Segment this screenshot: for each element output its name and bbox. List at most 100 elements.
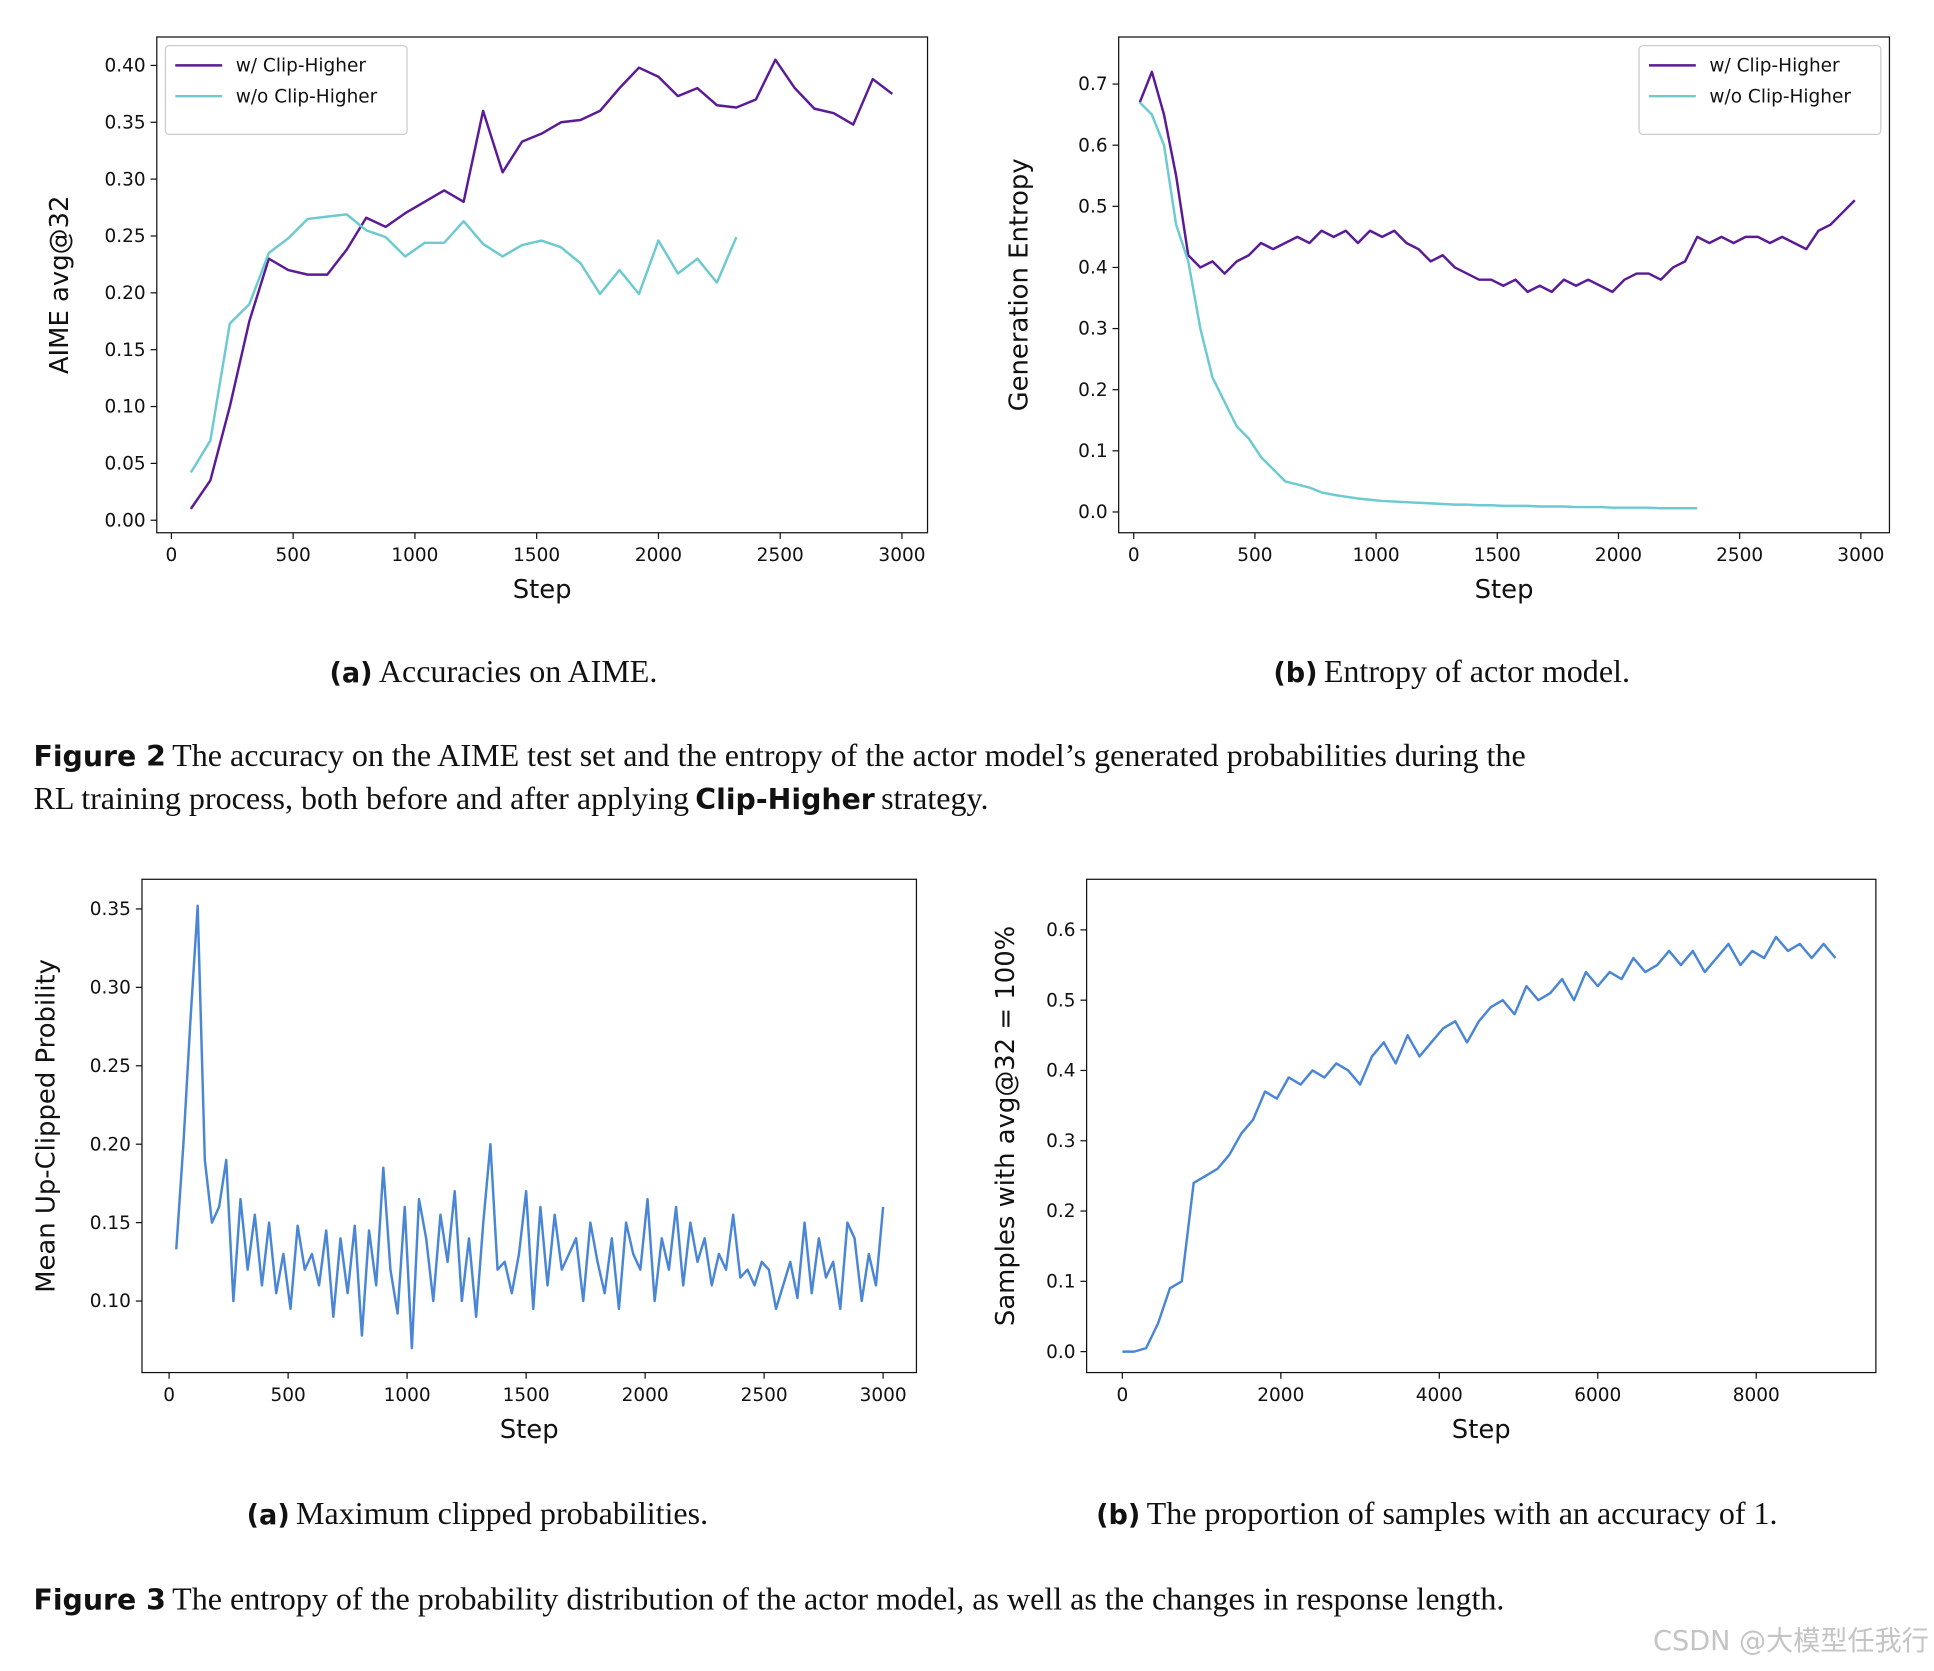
y-tick-label: 0.6 [1046,920,1075,941]
subcaption-text: The proportion of samples with an accura… [1147,1495,1778,1531]
legend-label: w/o Clip-Higher [236,86,378,107]
x-tick-label: 500 [270,1385,305,1406]
subcaption-label: (a) [247,1500,290,1531]
x-tick-label: 1500 [1474,545,1521,566]
y-axis-label: AIME avg@32 [45,196,75,375]
y-tick-label: 0.35 [90,899,131,920]
legend-label: w/ Clip-Higher [1709,56,1840,77]
x-tick-label: 6000 [1574,1385,1621,1406]
y-tick-label: 0.20 [105,283,146,304]
subcaption: (a) Accuracies on AIME. [329,653,657,689]
x-tick-label: 2500 [757,545,804,566]
x-tick-label: 500 [276,545,311,566]
x-tick-label: 1500 [513,545,560,566]
x-tick-label: 0 [166,545,178,566]
y-tick-label: 0.5 [1046,990,1075,1011]
figure-caption: Figure 3 The entropy of the probability … [33,1580,1504,1616]
series-line [189,58,893,510]
figure-text: RL training process, both before and aft… [33,780,689,816]
x-tick-label: 2000 [622,1385,669,1406]
y-tick-label: 0.35 [105,112,146,133]
x-tick-label: 0 [1116,1385,1128,1406]
legend-box [164,45,408,136]
series-line [1122,935,1837,1353]
y-tick-label: 0.3 [1078,319,1107,340]
y-tick-label: 0.4 [1078,258,1107,279]
x-tick-label: 2500 [1716,545,1763,566]
figure-text: The entropy of the probability distribut… [172,1580,1504,1616]
figure-text: strategy. [881,780,988,816]
figure-caption: Figure 2 The accuracy on the AIME test s… [33,737,1525,773]
y-tick-label: 0.0 [1078,502,1107,523]
subcaption-text: Maximum clipped probabilities. [296,1495,708,1531]
x-tick-label: 1000 [391,545,438,566]
plot-frame [141,878,918,1374]
figure-emphasis: Clip-Higher [695,783,875,816]
x-axis-label: Step [1475,575,1534,605]
y-axis-label: Generation Entropy [1004,158,1034,411]
legend-label: w/ Clip-Higher [236,56,367,77]
x-tick-label: 1000 [384,1385,431,1406]
series-line [1138,101,1698,510]
x-tick-label: 2500 [741,1385,788,1406]
figure-caption: RL training process, both before and aft… [33,780,988,816]
subcaption: (b) Entropy of actor model. [1273,653,1630,689]
x-axis-label: Step [513,575,572,605]
x-tick-label: 4000 [1416,1385,1463,1406]
figure-label: Figure 3 [33,1583,165,1616]
x-tick-label: 2000 [635,545,682,566]
figure-text: The accuracy on the AIME test set and th… [172,737,1526,773]
y-tick-label: 0.7 [1078,74,1107,95]
y-axis-label: Samples with avg@32 = 100% [991,926,1021,1326]
y-tick-label: 0.3 [1046,1131,1075,1152]
y-tick-label: 0.1 [1078,441,1107,462]
x-axis-label: Step [500,1415,559,1445]
y-tick-label: 0.2 [1078,380,1107,401]
y-tick-label: 0.0 [1046,1342,1075,1363]
y-tick-label: 0.15 [105,340,146,361]
x-tick-label: 2000 [1257,1385,1304,1406]
series-line [1138,70,1856,294]
subcaption-text: Entropy of actor model. [1324,653,1630,689]
x-tick-label: 3000 [860,1385,907,1406]
plot-frame [1118,36,1891,534]
x-tick-label: 0 [163,1385,175,1406]
y-tick-label: 0.1 [1046,1271,1075,1292]
subcaption-label: (b) [1096,1500,1140,1531]
legend-box [1638,45,1882,136]
x-tick-label: 8000 [1733,1385,1780,1406]
subcaption-label: (b) [1273,658,1317,689]
watermark: CSDN @大模型任我行 [1653,1626,1929,1657]
y-tick-label: 0.25 [90,1056,131,1077]
y-tick-label: 0.2 [1046,1201,1075,1222]
y-tick-label: 0.10 [105,397,146,418]
y-tick-label: 0.4 [1046,1061,1075,1082]
subcaption-label: (a) [329,658,372,689]
figure-label: Figure 2 [33,740,165,773]
y-tick-label: 0.5 [1078,196,1107,217]
subcaption: (b) The proportion of samples with an ac… [1096,1495,1777,1531]
y-tick-label: 0.10 [90,1291,131,1312]
plot-frame [1086,878,1877,1374]
subcaption: (a) Maximum clipped probabilities. [247,1495,708,1531]
y-tick-label: 0.00 [105,510,146,531]
x-tick-label: 1000 [1353,545,1400,566]
subcaption-text: Accuracies on AIME. [379,653,658,689]
x-tick-label: 1500 [503,1385,550,1406]
y-tick-label: 0.30 [105,169,146,190]
y-tick-label: 0.05 [105,454,146,475]
y-tick-label: 0.6 [1078,135,1107,156]
y-tick-label: 0.15 [90,1213,131,1234]
series-line [189,213,738,474]
series-line [175,904,885,1350]
x-tick-label: 500 [1237,545,1272,566]
y-tick-label: 0.20 [90,1134,131,1155]
x-axis-label: Step [1452,1415,1511,1445]
y-tick-label: 0.25 [105,226,146,247]
x-tick-label: 3000 [878,545,925,566]
x-tick-label: 3000 [1837,545,1884,566]
x-tick-label: 2000 [1595,545,1642,566]
x-tick-label: 0 [1128,545,1140,566]
